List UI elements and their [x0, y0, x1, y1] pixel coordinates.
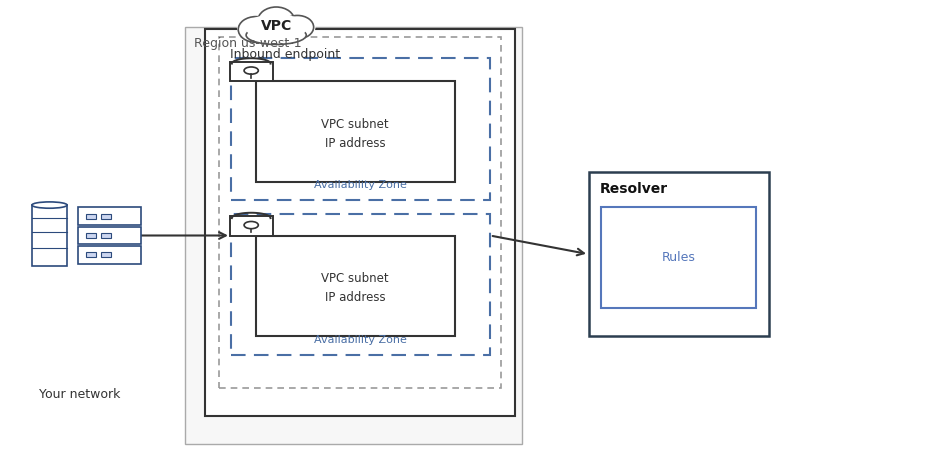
- Text: Availability Zone: Availability Zone: [313, 180, 406, 190]
- Ellipse shape: [281, 16, 313, 39]
- Bar: [78, 207, 141, 225]
- Circle shape: [244, 67, 258, 74]
- Text: Inbound endpoint: Inbound endpoint: [230, 48, 339, 61]
- Bar: [101, 252, 111, 257]
- Bar: [589, 172, 768, 336]
- Circle shape: [244, 221, 258, 229]
- Bar: [256, 81, 454, 182]
- Text: VPC subnet: VPC subnet: [321, 272, 388, 285]
- Text: IP address: IP address: [324, 137, 386, 149]
- Bar: [101, 214, 111, 219]
- Bar: [32, 205, 67, 266]
- Text: IP address: IP address: [324, 291, 386, 304]
- Bar: [601, 207, 756, 308]
- Bar: [231, 57, 489, 200]
- Text: Rules: Rules: [661, 251, 695, 264]
- Ellipse shape: [32, 202, 67, 208]
- Text: Your network: Your network: [39, 388, 121, 401]
- Bar: [85, 214, 95, 219]
- Bar: [231, 214, 489, 355]
- Bar: [205, 30, 514, 416]
- Bar: [85, 233, 95, 238]
- Ellipse shape: [246, 26, 306, 44]
- Text: Resolver: Resolver: [600, 182, 667, 195]
- Bar: [184, 27, 522, 444]
- Text: VPC: VPC: [260, 19, 291, 33]
- Ellipse shape: [245, 14, 308, 40]
- Bar: [85, 252, 95, 257]
- Ellipse shape: [236, 9, 315, 45]
- Bar: [256, 236, 454, 336]
- Bar: [101, 233, 111, 238]
- Bar: [229, 216, 273, 236]
- Ellipse shape: [238, 16, 273, 42]
- Text: VPC subnet: VPC subnet: [321, 118, 388, 131]
- Bar: [229, 62, 273, 81]
- Text: Availability Zone: Availability Zone: [313, 334, 406, 345]
- Bar: [78, 227, 141, 244]
- Bar: [219, 37, 501, 388]
- Ellipse shape: [258, 7, 295, 35]
- Bar: [78, 246, 141, 264]
- Text: Region us-west-1: Region us-west-1: [194, 37, 301, 49]
